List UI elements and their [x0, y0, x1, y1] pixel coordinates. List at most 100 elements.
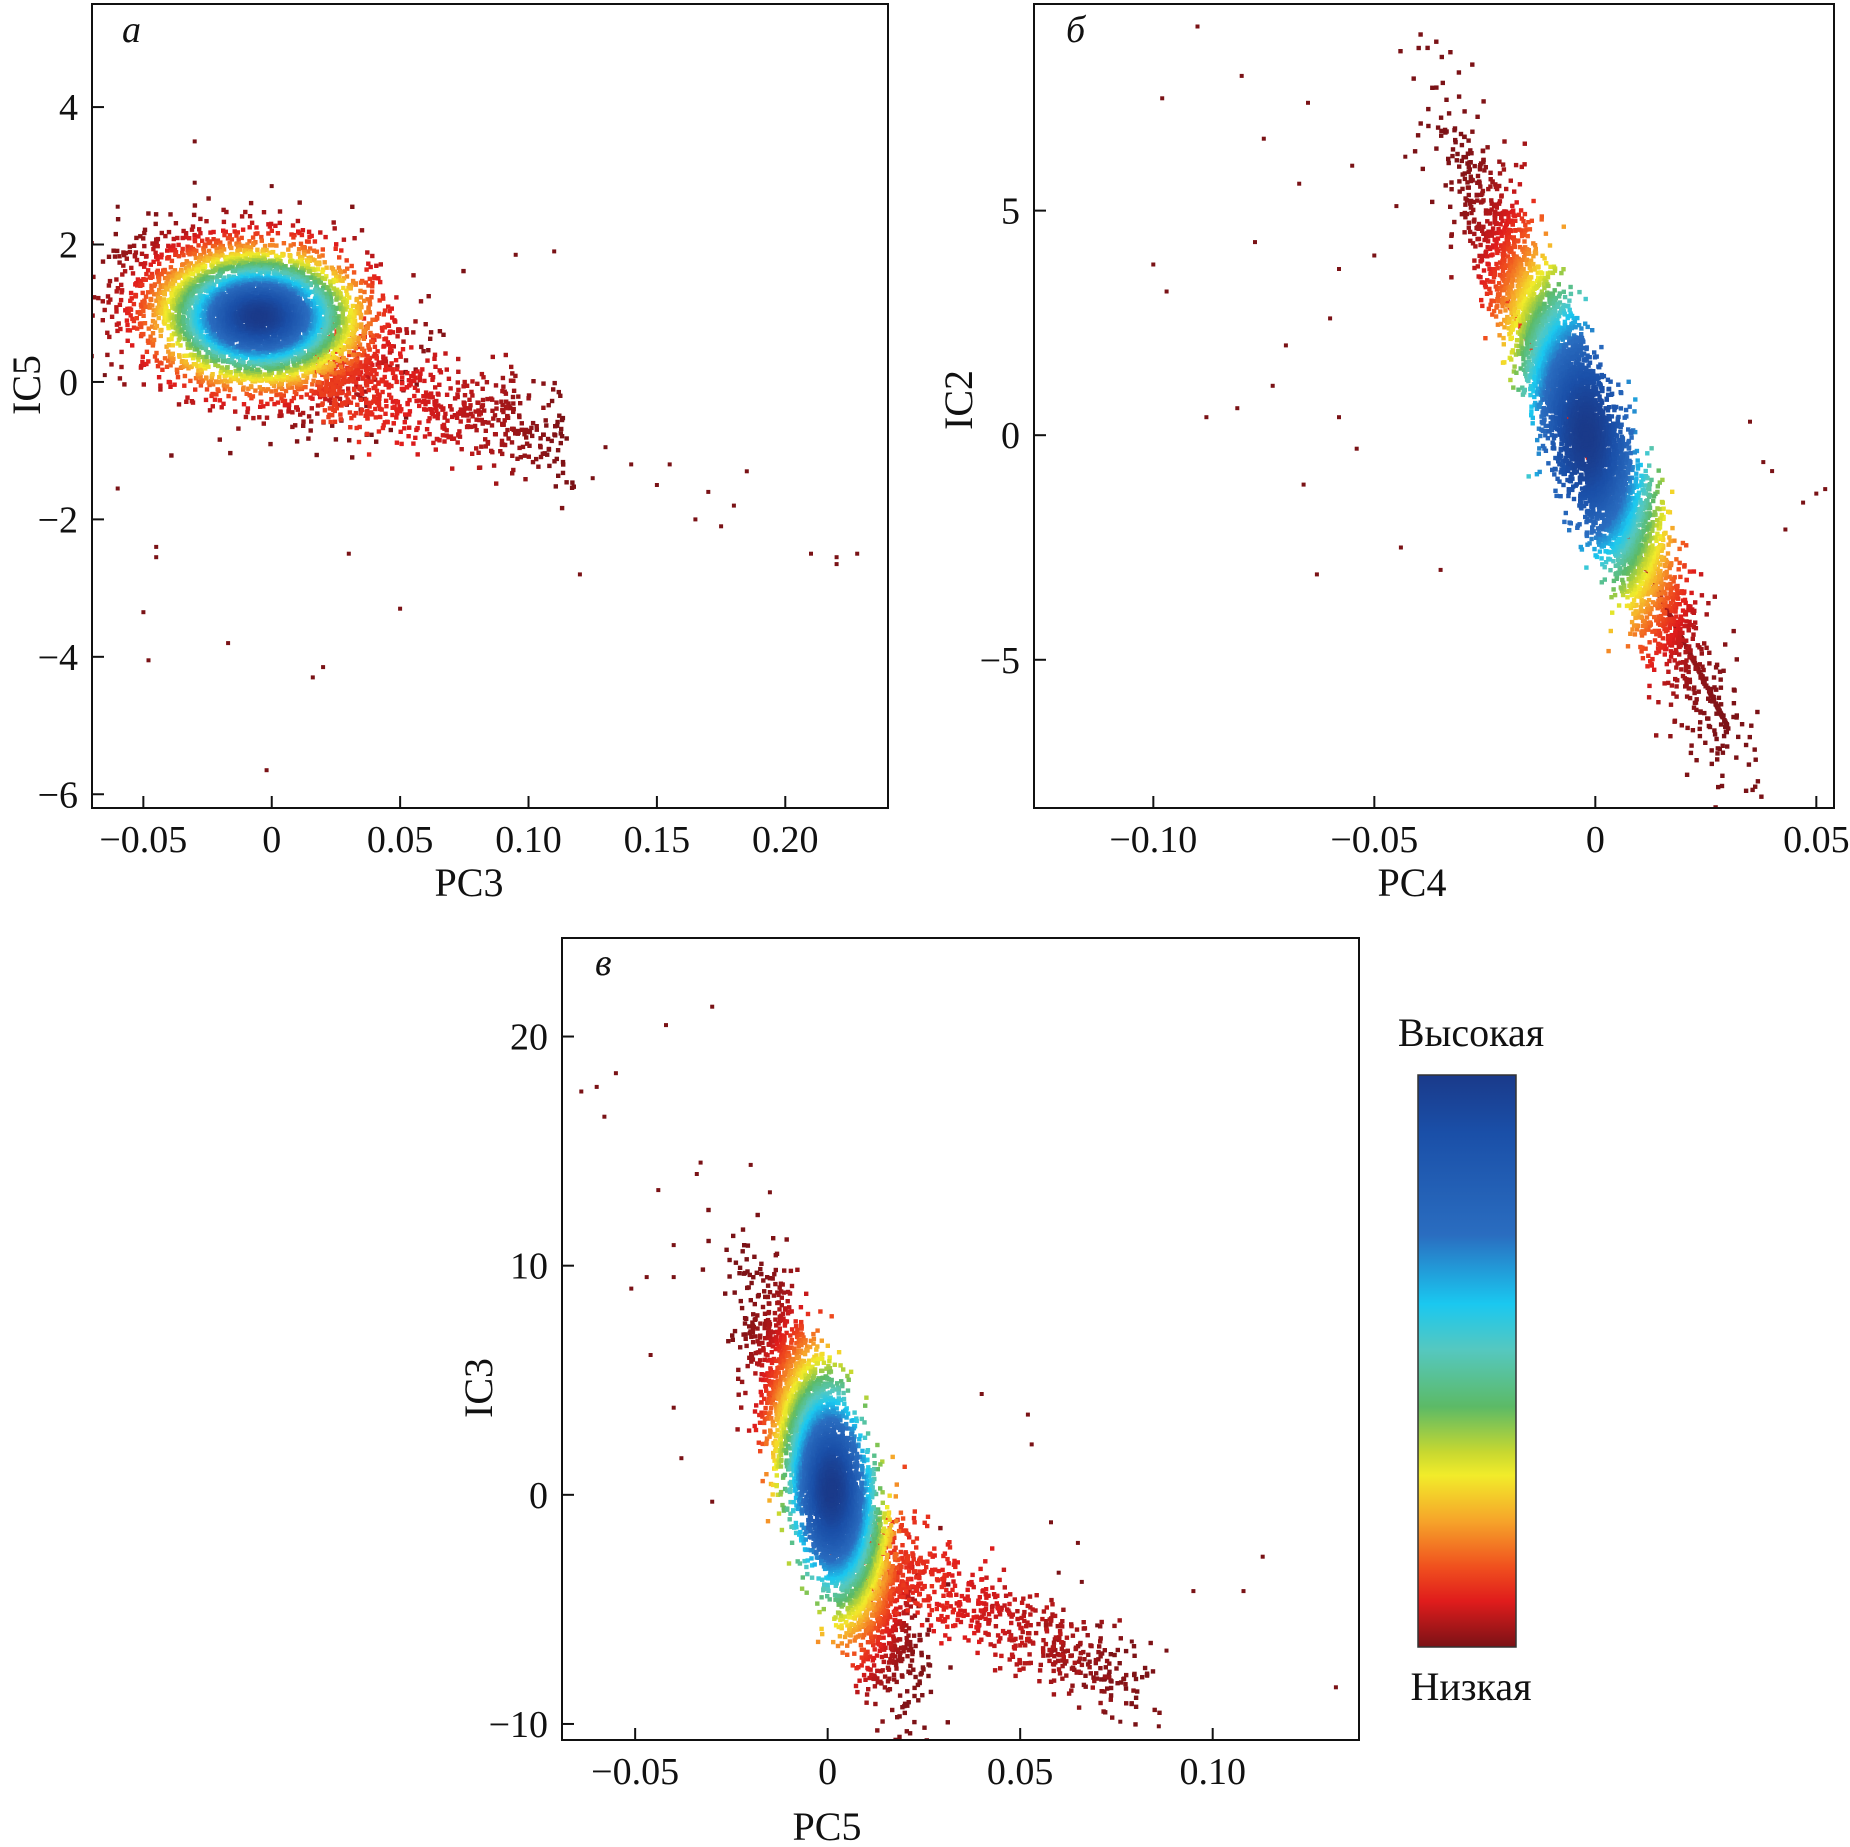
density-point — [146, 211, 151, 216]
density-point — [170, 292, 175, 297]
density-point — [457, 429, 462, 434]
density-point — [504, 405, 509, 411]
density-point — [172, 278, 178, 284]
density-point — [529, 425, 534, 431]
density-point — [151, 246, 156, 252]
density-point — [364, 379, 369, 384]
density-point — [68, 317, 72, 321]
density-point — [281, 241, 287, 246]
density-point — [461, 402, 467, 407]
density-point — [300, 262, 305, 267]
density-point — [235, 248, 240, 254]
density-point — [398, 429, 403, 434]
density-point — [294, 366, 299, 371]
density-point — [333, 378, 339, 383]
density-point — [232, 268, 237, 274]
density-point — [322, 260, 327, 265]
density-point — [369, 289, 375, 294]
density-point — [370, 284, 375, 289]
density-point — [546, 403, 551, 408]
density-point — [141, 236, 146, 241]
density-point — [200, 354, 205, 360]
density-point — [347, 438, 352, 443]
density-point — [559, 417, 565, 423]
density-point — [368, 400, 374, 406]
density-point — [311, 248, 317, 253]
density-point — [322, 392, 327, 397]
density-point — [323, 385, 329, 390]
density-point — [332, 371, 337, 376]
density-point — [221, 219, 227, 225]
density-point — [141, 382, 146, 387]
density-point — [312, 373, 317, 378]
density-point — [374, 388, 380, 393]
density-point — [315, 367, 321, 373]
density-point — [381, 423, 386, 428]
density-point — [157, 261, 162, 266]
density-point — [167, 380, 173, 385]
density-point — [485, 441, 490, 446]
density-point — [320, 285, 326, 291]
density-point — [383, 363, 389, 368]
density-point — [182, 319, 187, 324]
density-point — [390, 405, 395, 410]
density-point — [530, 459, 536, 465]
density-point — [310, 298, 316, 304]
density-point — [108, 297, 113, 302]
density-point — [183, 235, 189, 240]
density-point — [189, 342, 194, 347]
density-point — [274, 243, 279, 248]
density-point — [412, 385, 418, 390]
density-point — [432, 352, 438, 357]
density-point — [206, 248, 212, 254]
density-point — [210, 260, 215, 265]
density-point — [337, 255, 342, 260]
density-point — [420, 367, 425, 372]
density-point — [551, 387, 556, 392]
density-point — [468, 403, 473, 408]
density-point — [268, 375, 273, 380]
density-point — [541, 405, 546, 410]
density-point — [450, 414, 455, 420]
density-point — [306, 350, 312, 355]
density-point — [544, 423, 549, 428]
density-point — [374, 263, 379, 268]
density-point — [186, 322, 192, 327]
density-point — [153, 212, 159, 217]
density-point — [380, 360, 385, 366]
density-point — [383, 398, 389, 403]
density-point — [293, 379, 298, 384]
density-point — [172, 299, 177, 304]
density-point — [394, 295, 399, 300]
density-point — [198, 307, 203, 312]
density-point — [121, 250, 126, 255]
density-point — [315, 290, 320, 296]
density-point — [261, 404, 266, 409]
density-point — [217, 344, 222, 349]
density-point — [149, 324, 155, 329]
density-point — [317, 333, 322, 339]
density-point — [367, 404, 372, 409]
density-point — [87, 225, 91, 229]
density-point — [166, 309, 172, 314]
density-point — [156, 279, 161, 284]
density-point — [320, 343, 325, 349]
density-point — [181, 228, 186, 234]
density-point — [347, 376, 352, 382]
density-point — [430, 377, 435, 382]
density-point — [194, 261, 200, 266]
density-point — [278, 409, 283, 414]
density-point — [300, 385, 305, 390]
density-point — [301, 354, 306, 359]
density-point — [301, 373, 306, 378]
density-point — [193, 376, 199, 381]
density-point — [138, 261, 143, 267]
density-point — [170, 244, 175, 249]
density-point — [187, 236, 192, 241]
density-point — [146, 326, 151, 331]
density-point — [182, 383, 187, 388]
density-point — [490, 354, 495, 360]
density-point — [147, 305, 152, 310]
density-point — [345, 371, 350, 376]
density-point — [376, 403, 382, 408]
